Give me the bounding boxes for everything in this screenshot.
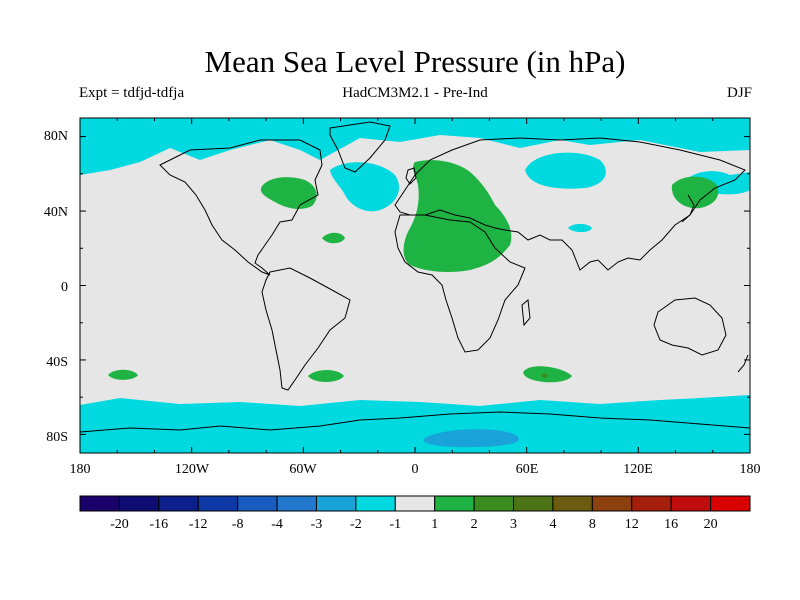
colorbar-label: 20: [704, 517, 718, 532]
colorbar-swatch: [591, 495, 633, 512]
colorbar-swatch: [473, 495, 515, 512]
positive-anomaly-south-indian: [523, 366, 572, 383]
coastline-greenland: [329, 121, 391, 173]
x-tick-label-120w: 120W: [175, 462, 210, 477]
colorbar-swatch: [552, 495, 593, 512]
positive-anomaly-atlantic: [322, 232, 345, 244]
colorbar-swatch: [158, 495, 199, 512]
coastline-madagascar: [521, 299, 531, 327]
coastlines: [79, 121, 751, 433]
colorbar-swatch: [513, 495, 554, 512]
x-tick-label-120e: 120E: [623, 462, 653, 477]
strong-negative-anomaly-antarctica: [423, 429, 519, 448]
season-label: DJF: [726, 85, 752, 101]
coastline-antarctica: [79, 411, 751, 433]
coastline-uk: [405, 167, 417, 185]
colorbar-swatch: [710, 495, 751, 512]
colorbar-labels: -20 -16 -12 -8 -4 -3 -2 -1 1 2 3 4 8 12 16 20: [110, 517, 718, 532]
colorbar-swatch: [197, 495, 239, 512]
x-tick-label-60e: 60E: [516, 462, 539, 477]
chart-title: Mean Sea Level Pressure (in hPa): [204, 44, 626, 79]
negative-anomaly-arctic: [80, 118, 750, 175]
model-label: HadCM3M2.1 - Pre-Ind: [342, 85, 488, 101]
colorbar-swatch: [237, 495, 278, 512]
axis-ticks: [79, 118, 751, 453]
coastline-eurasia: [394, 137, 746, 271]
positive-anomaly-europe-africa: [403, 160, 512, 273]
x-tick-label-0: 0: [412, 462, 419, 477]
colorbar-label: -16: [149, 517, 168, 532]
x-tick-label-60w: 60W: [289, 462, 317, 477]
positive-anomaly-east-asia: [671, 176, 719, 209]
colorbar-swatch: [315, 495, 357, 512]
colorbar-label: 3: [510, 517, 517, 532]
colorbar-swatch: [670, 495, 712, 512]
x-tick-label-180e: 180: [740, 462, 761, 477]
colorbar: [79, 495, 751, 512]
colorbar-swatch: [394, 495, 436, 512]
colorbar-swatch: [79, 495, 120, 512]
colorbar-label: 1: [431, 517, 438, 532]
positive-anomaly-south-atlantic: [308, 370, 344, 382]
colorbar-swatch: [355, 495, 396, 512]
negative-anomaly-siberia: [525, 152, 606, 189]
coastline-north-america: [159, 139, 323, 276]
positive-anomaly-south-pacific: [108, 369, 138, 380]
colorbar-label: 4: [549, 517, 556, 532]
y-tick-label-40s: 40S: [46, 355, 68, 370]
colorbar-label: 2: [471, 517, 478, 532]
colorbar-label: -3: [311, 517, 323, 532]
colorbar-swatch: [434, 495, 475, 512]
colorbar-label: -12: [189, 517, 208, 532]
y-tick-label-eq: 0: [61, 280, 68, 295]
coastline-south-america: [261, 267, 351, 391]
y-tick-label-80s: 80S: [46, 430, 68, 445]
anomaly-contours: [80, 118, 750, 453]
colorbar-label: 12: [625, 517, 639, 532]
colorbar-label: -4: [271, 517, 283, 532]
coastline-new-zealand: [737, 354, 749, 373]
x-axis-labels: 180 120W 60W 0 60E 120E 180: [70, 462, 761, 477]
y-tick-label-40n: 40N: [44, 205, 68, 220]
colorbar-swatch: [631, 495, 672, 512]
colorbar-label: -1: [389, 517, 401, 532]
colorbar-label: -8: [232, 517, 244, 532]
negative-anomaly-southern-ocean: [80, 395, 750, 453]
colorbar-label: 16: [664, 517, 678, 532]
coastline-australia: [653, 297, 727, 356]
positive-anomaly-north-america: [260, 177, 317, 209]
x-tick-label-180w: 180: [70, 462, 91, 477]
y-axis-labels: 80N 40N 0 40S 80S: [44, 129, 68, 445]
strong-positive-anomaly-south-indian: [541, 373, 548, 378]
y-tick-label-80n: 80N: [44, 129, 68, 144]
colorbar-label: -20: [110, 517, 129, 532]
colorbar-label: 8: [589, 517, 596, 532]
experiment-label: Expt = tdfjd-tdfja: [79, 85, 185, 101]
negative-anomaly-north-atlantic: [330, 162, 400, 212]
coastline-japan: [681, 194, 695, 223]
colorbar-swatch: [276, 495, 317, 512]
coastline-africa: [394, 214, 526, 353]
colorbar-label: -2: [350, 517, 362, 532]
colorbar-swatch: [118, 495, 160, 512]
negative-anomaly-central-asia: [568, 223, 592, 233]
